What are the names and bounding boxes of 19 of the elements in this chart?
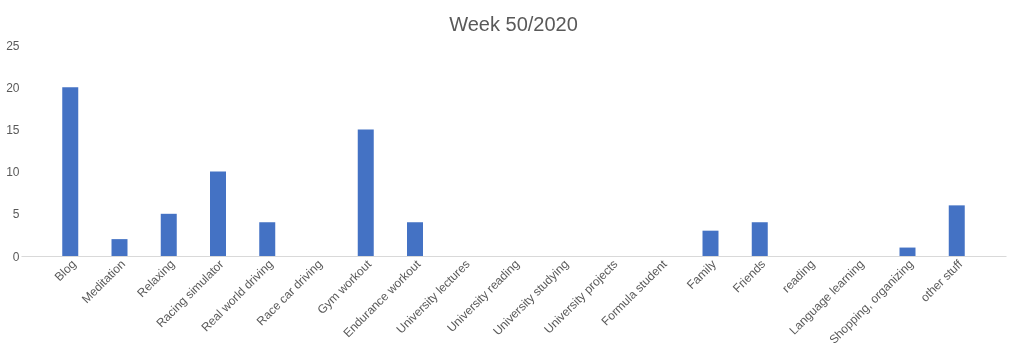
- bar: [111, 239, 128, 256]
- y-tick-label: 5: [12, 207, 20, 222]
- bar: [357, 129, 374, 256]
- bar: [210, 171, 226, 256]
- bar: [751, 222, 768, 256]
- y-tick-label: 15: [6, 122, 20, 137]
- y-tick-label: 10: [6, 165, 20, 180]
- y-tick-label: 20: [6, 80, 20, 95]
- y-tick-label: 25: [6, 38, 20, 53]
- y-tick-label: 0: [12, 249, 20, 264]
- bar: [702, 230, 719, 256]
- bar: [899, 247, 916, 256]
- bar: [407, 222, 423, 256]
- bar: [62, 87, 79, 256]
- bar: [948, 205, 965, 256]
- chart-title: Week 50/2020: [449, 13, 578, 35]
- bar: [259, 222, 276, 256]
- x-tick-label: Blog: [51, 257, 79, 284]
- bar: [160, 213, 177, 256]
